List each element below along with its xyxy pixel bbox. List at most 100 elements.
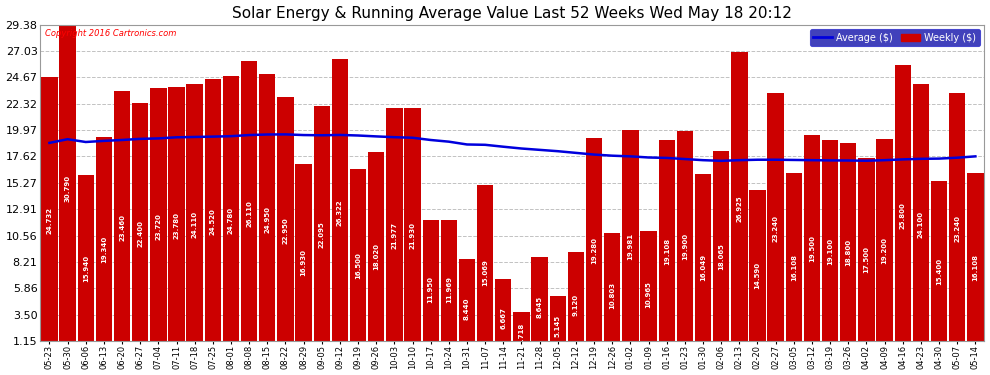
Bar [423, 220, 439, 354]
Bar [241, 61, 257, 354]
Text: 18.800: 18.800 [845, 239, 851, 266]
Text: 23.240: 23.240 [954, 215, 960, 242]
Bar [967, 173, 983, 354]
Bar [205, 79, 221, 354]
Text: 23.240: 23.240 [772, 215, 779, 242]
Text: 26.925: 26.925 [737, 196, 742, 222]
Text: 8.645: 8.645 [537, 296, 543, 318]
Text: 24.780: 24.780 [228, 207, 234, 234]
Text: 17.500: 17.500 [863, 246, 869, 273]
Bar [786, 173, 802, 354]
Text: 24.110: 24.110 [192, 211, 198, 238]
Text: 19.280: 19.280 [591, 237, 597, 264]
Text: 19.200: 19.200 [881, 237, 888, 264]
Legend: Average ($), Weekly ($): Average ($), Weekly ($) [810, 29, 979, 46]
Bar [404, 108, 421, 354]
Bar [931, 181, 947, 354]
Bar [314, 106, 330, 354]
Text: 19.500: 19.500 [809, 236, 815, 262]
Bar [332, 59, 348, 354]
Bar [186, 84, 203, 354]
Text: 23.720: 23.720 [155, 213, 161, 240]
Bar [949, 93, 965, 354]
Text: 16.108: 16.108 [791, 254, 797, 281]
Bar [822, 140, 839, 354]
Text: 10.803: 10.803 [609, 282, 615, 309]
Bar [732, 52, 747, 354]
Bar [586, 138, 602, 354]
Bar [767, 93, 784, 354]
Text: 24.520: 24.520 [210, 209, 216, 236]
Text: 19.100: 19.100 [827, 238, 834, 265]
Bar [59, 9, 76, 354]
Text: 18.020: 18.020 [373, 243, 379, 270]
Bar [913, 84, 929, 354]
Text: 11.969: 11.969 [446, 276, 451, 303]
Bar [386, 108, 403, 354]
Text: 10.965: 10.965 [645, 282, 651, 308]
Bar [841, 143, 856, 354]
Bar [623, 130, 639, 354]
Bar [368, 152, 384, 354]
Text: 21.930: 21.930 [410, 222, 416, 249]
Text: 11.950: 11.950 [428, 276, 434, 303]
Text: 23.780: 23.780 [173, 213, 179, 240]
Bar [567, 252, 584, 354]
Bar [349, 169, 366, 354]
Bar [858, 158, 874, 354]
Bar [804, 135, 820, 354]
Bar [114, 91, 131, 354]
Text: 15.940: 15.940 [83, 255, 89, 282]
Bar [695, 174, 711, 354]
Bar [42, 76, 57, 354]
Text: 15.400: 15.400 [937, 258, 942, 285]
Bar [295, 164, 312, 354]
Bar [495, 279, 512, 354]
Text: 22.095: 22.095 [319, 222, 325, 248]
Text: 16.108: 16.108 [972, 254, 978, 281]
Text: 18.065: 18.065 [718, 243, 724, 270]
Text: 8.440: 8.440 [464, 297, 470, 320]
Text: 9.120: 9.120 [573, 294, 579, 316]
Text: 16.500: 16.500 [355, 252, 361, 279]
Bar [513, 312, 530, 354]
Text: 19.900: 19.900 [682, 233, 688, 260]
Text: 25.800: 25.800 [900, 202, 906, 228]
Bar [604, 233, 621, 354]
Text: 22.950: 22.950 [282, 217, 288, 244]
Bar [441, 220, 457, 354]
Text: 16.049: 16.049 [700, 254, 706, 281]
Text: 19.340: 19.340 [101, 236, 107, 264]
Text: Copyright 2016 Cartronics.com: Copyright 2016 Cartronics.com [46, 29, 176, 38]
Text: 14.590: 14.590 [754, 262, 760, 289]
Bar [895, 64, 911, 354]
Text: 21.977: 21.977 [391, 222, 397, 249]
Bar [876, 139, 893, 354]
Text: 19.981: 19.981 [628, 233, 634, 260]
Bar [223, 76, 240, 354]
Text: 24.950: 24.950 [264, 206, 270, 233]
Text: 15.069: 15.069 [482, 260, 488, 286]
Text: 3.718: 3.718 [519, 323, 525, 345]
Bar [458, 259, 475, 354]
Bar [277, 97, 294, 354]
Text: 5.145: 5.145 [554, 315, 560, 337]
Text: 23.460: 23.460 [119, 214, 125, 241]
Bar [677, 131, 693, 354]
Text: 16.930: 16.930 [301, 249, 307, 276]
Bar [477, 185, 493, 354]
Bar [641, 231, 656, 354]
Bar [532, 257, 547, 354]
Bar [713, 152, 730, 354]
Bar [168, 87, 185, 354]
Text: 22.400: 22.400 [138, 220, 144, 247]
Bar [150, 88, 166, 354]
Bar [132, 103, 148, 354]
Text: 24.732: 24.732 [47, 207, 52, 234]
Text: 26.322: 26.322 [337, 199, 343, 226]
Bar [658, 140, 675, 354]
Title: Solar Energy & Running Average Value Last 52 Weeks Wed May 18 20:12: Solar Energy & Running Average Value Las… [233, 6, 792, 21]
Text: 24.100: 24.100 [918, 211, 924, 238]
Text: 26.110: 26.110 [247, 200, 252, 227]
Bar [96, 137, 112, 354]
